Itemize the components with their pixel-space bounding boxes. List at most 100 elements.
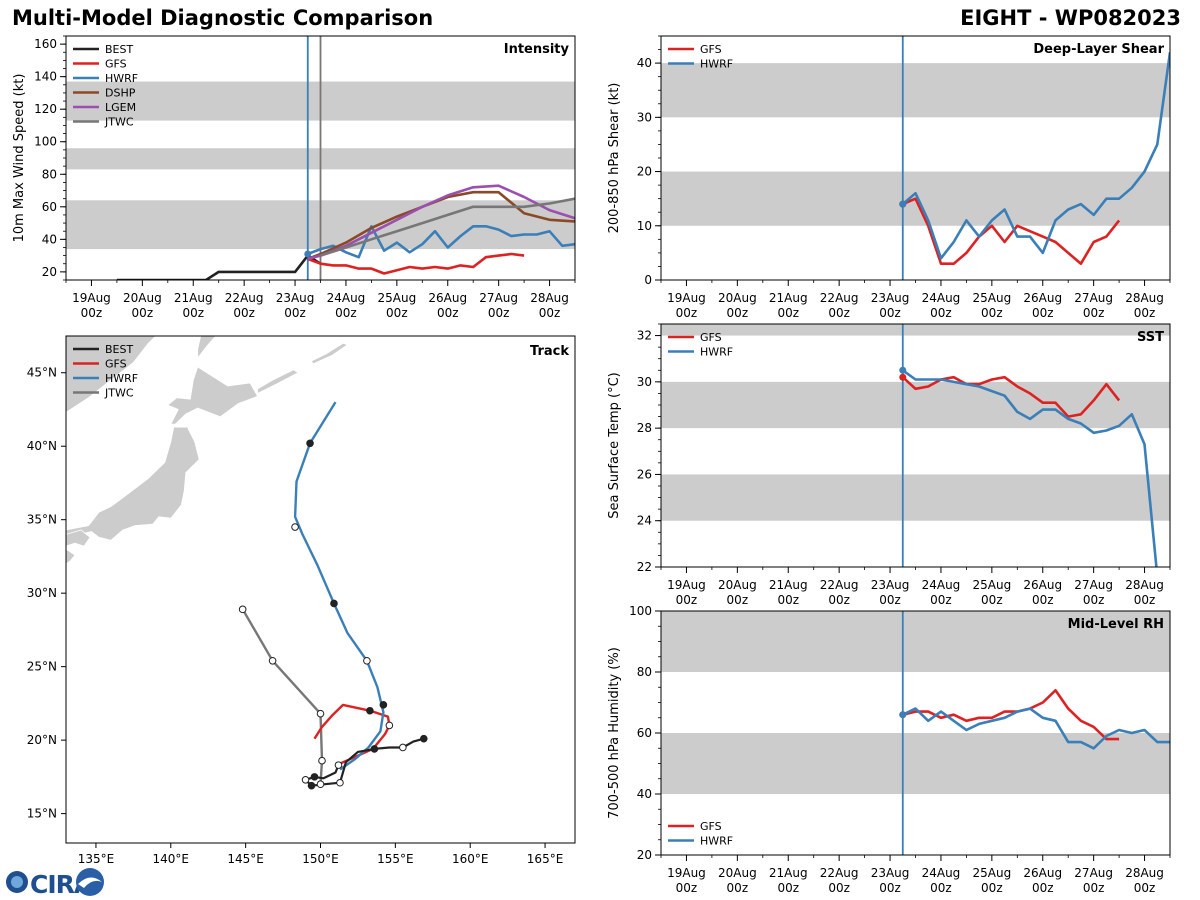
intensity-x-tick-hour: 00z [132,306,154,320]
shear-x-tick-day: 20Aug [718,291,757,305]
track-marker-hwrf [291,523,299,531]
sst-series-hwrf [902,369,1158,567]
sst-panel: 22242628303219Aug00z20Aug00z21Aug00z22Au… [607,323,1171,607]
shear-x-tick-day: 23Aug [871,291,910,305]
kuril-islands-north-land [310,342,349,365]
sst-legend-label-gfs: GFS [700,331,722,344]
shear-x-tick-day: 25Aug [972,291,1011,305]
intensity-frame [65,35,576,281]
intensity-x-tick-day: 28Aug [530,291,569,305]
track-marker-best [336,778,344,787]
sst-y-tick-label: 26 [637,467,652,481]
cira-logo-globe-inner-icon [11,876,23,888]
intensity-x-tick-day: 25Aug [377,291,416,305]
intensity-series-lgem [307,184,575,261]
sst-shade-band [661,324,1170,336]
sst-x-tick-hour: 00z [1032,593,1054,607]
figure-title: Multi-Model Diagnostic Comparison [12,6,434,30]
track-marker-jtwc [268,656,277,665]
intensity-legend-label-gfs: GFS [105,58,127,71]
shear-y-tick-label: 20 [637,165,652,179]
shear-x-tick-hour: 00z [1032,306,1054,320]
rh-legend-label-hwrf: HWRF [700,835,733,848]
rh-x-tick-day: 23Aug [871,866,910,880]
track-line-gfs [313,703,391,765]
sst-x-tick-day: 27Aug [1074,578,1113,592]
intensity-y-tick-label: 140 [34,70,57,84]
track-legend-label-best: BEST [105,343,133,356]
sst-x-tick-hour: 00z [1134,593,1156,607]
shear-x-tick-day: 27Aug [1074,291,1113,305]
track-marker-best [370,745,379,753]
sst-y-axis-label: Sea Surface Temp (°C) [607,372,622,519]
shear-legend-label-gfs: GFS [700,43,722,56]
shear-panel: 01020304019Aug00z20Aug00z21Aug00z22Aug00… [607,35,1171,320]
rh-x-tick-hour: 00z [1134,881,1156,895]
rh-series-gfs [902,688,1120,741]
shear-frame [660,35,1171,281]
rh-frame [660,610,1171,856]
track-lat-tick-label: 45°N [27,366,57,380]
rh-panel-title: Mid-Level RH [1068,617,1164,632]
sst-y-tick-label: 32 [637,329,652,343]
cira-logo: CIRA [6,868,104,899]
japan-kyushu-land [66,548,76,565]
sst-panel-title: SST [1137,330,1164,345]
sst-y-tick-label: 22 [637,560,652,574]
shear-x-tick-hour: 00z [828,306,850,320]
sst-shade-band [661,474,1170,521]
sst-x-tick-day: 23Aug [871,578,910,592]
shear-x-tick-day: 19Aug [667,291,706,305]
track-lat-tick-label: 20°N [27,733,57,747]
sst-x-tick-day: 26Aug [1023,578,1062,592]
intensity-y-tick-label: 80 [42,167,57,181]
track-marker-best [334,761,343,769]
sst-x-tick-hour: 00z [777,593,799,607]
sst-x-tick-day: 28Aug [1125,578,1164,592]
shear-y-tick-label: 30 [637,110,652,124]
rh-shade-band [661,611,1170,672]
rh-x-tick-hour: 00z [1083,881,1105,895]
track-frame [65,335,576,844]
shear-start-dot-hwrf [899,200,907,208]
track-marker-best [307,781,316,790]
track-marker-best [419,734,428,743]
track-lon-tick-label: 135°E [78,852,115,866]
sst-x-tick-hour: 00z [930,593,952,607]
shear-y-tick-label: 10 [637,219,652,233]
intensity-x-tick-day: 21Aug [174,291,213,305]
track-marker-hwrf [330,599,338,608]
intensity-series-hwrf [307,225,575,259]
rh-x-tick-hour: 00z [676,881,698,895]
intensity-x-tick-hour: 00z [284,306,306,320]
intensity-y-tick-label: 100 [34,135,57,149]
intensity-y-tick-label: 20 [42,265,57,279]
sst-x-tick-day: 20Aug [718,578,757,592]
intensity-x-tick-hour: 00z [233,306,255,320]
shear-x-tick-hour: 00z [1134,306,1156,320]
track-marker-jtwc [238,605,247,614]
track-marker-jtwc [316,780,325,789]
track-lon-tick-label: 155°E [377,852,414,866]
shear-x-tick-hour: 00z [930,306,952,320]
intensity-legend-label-best: BEST [105,43,133,56]
intensity-x-tick-hour: 00z [539,306,561,320]
intensity-start-dot-hwrf [304,250,312,258]
rh-x-tick-hour: 00z [727,881,749,895]
track-lon-tick-label: 160°E [452,852,489,866]
intensity-x-tick-hour: 00z [386,306,408,320]
intensity-panel-title: Intensity [504,42,570,57]
track-lat-tick-label: 35°N [27,513,57,527]
rh-start-dot-hwrf [899,711,907,719]
shear-x-tick-hour: 00z [676,306,698,320]
intensity-x-tick-day: 22Aug [225,291,264,305]
rh-x-tick-hour: 00z [828,881,850,895]
track-lon-tick-label: 140°E [153,852,190,866]
sst-x-tick-day: 19Aug [667,578,706,592]
rh-x-tick-day: 24Aug [922,866,961,880]
intensity-x-tick-day: 20Aug [123,291,162,305]
rh-x-tick-day: 26Aug [1023,866,1062,880]
shear-x-tick-day: 26Aug [1023,291,1062,305]
rh-x-tick-day: 25Aug [972,866,1011,880]
track-marker-best [310,773,319,781]
